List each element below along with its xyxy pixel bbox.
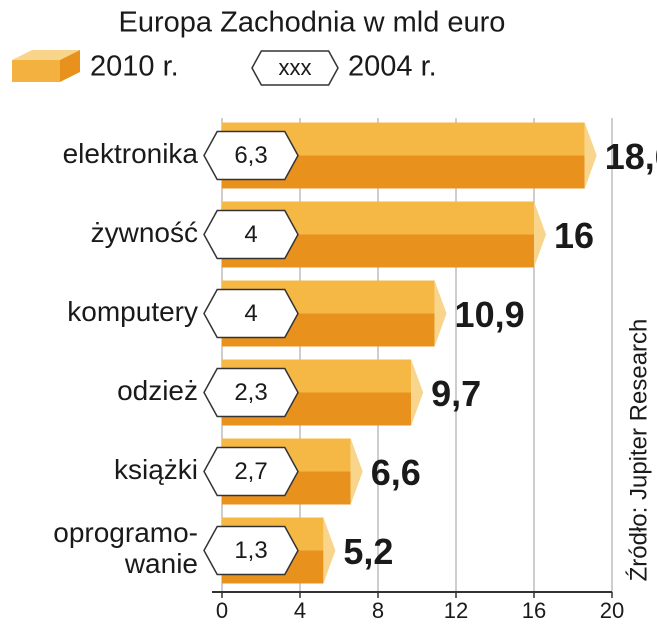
- bar-group: komputery 10,9 4: [67, 280, 525, 347]
- legend-marker: [251, 50, 339, 86]
- bar-group: żywność 16 4: [91, 201, 594, 268]
- bar-tip: [323, 517, 336, 584]
- value-label-2004: 2,3: [234, 379, 267, 406]
- y-tick-label: komputery: [67, 296, 198, 327]
- chart-title: Europa Zachodnia w mld euro: [119, 7, 506, 39]
- value-label-2004: 6,3: [234, 142, 267, 169]
- label-box: [203, 446, 299, 497]
- value-label: 5,2: [343, 531, 393, 572]
- legend-swatch-side: [60, 50, 80, 82]
- value-label: 9,7: [431, 373, 481, 414]
- x-tick-label: 4: [294, 598, 306, 623]
- legend-label: 2010 r.: [90, 51, 179, 83]
- legend-swatch-top: [12, 50, 80, 60]
- value-label-2004: 1,3: [234, 537, 267, 564]
- legend: 2010 r. xxx 2004 r.: [12, 50, 437, 86]
- value-label: 18,6: [605, 136, 657, 177]
- y-tick-label: odzież: [117, 375, 198, 406]
- bar-tip: [434, 280, 447, 347]
- bar-tip: [350, 438, 363, 505]
- label-box: [203, 288, 299, 339]
- label-box: [203, 209, 299, 260]
- bar-tip: [534, 201, 546, 268]
- x-tick-label: 0: [216, 598, 228, 623]
- value-label-2004: 4: [244, 221, 257, 248]
- label-box: [203, 525, 299, 576]
- bar-group: elektronika 18,6 6,3: [63, 122, 657, 189]
- value-label-2004: 2,7: [234, 458, 267, 485]
- legend-marker-label: xxx: [279, 55, 312, 80]
- label-box: [203, 367, 299, 418]
- bar-group: oprogramo-wanie 5,2 1,3: [53, 517, 393, 584]
- y-tick-label: książki: [114, 454, 198, 485]
- y-tick-label: oprogramo-wanie: [53, 517, 198, 579]
- value-label-2004: 4: [244, 300, 257, 327]
- bar-tip: [584, 122, 597, 189]
- bar-tip: [411, 359, 424, 426]
- bar-group: książki 6,6 2,7: [114, 438, 421, 505]
- y-tick-label: żywność: [91, 217, 198, 248]
- value-label: 6,6: [371, 452, 421, 493]
- y-tick-label: elektronika: [63, 138, 199, 169]
- value-label: 10,9: [455, 294, 525, 335]
- legend-swatch: [12, 60, 60, 82]
- legend-label: 2004 r.: [348, 51, 437, 83]
- x-tick-label: 12: [444, 598, 468, 623]
- x-tick-label: 20: [600, 598, 624, 623]
- x-tick-label: 16: [522, 598, 546, 623]
- value-label: 16: [554, 215, 594, 256]
- source: Źródło: Jupiter Research: [625, 319, 652, 582]
- x-tick-label: 8: [372, 598, 384, 623]
- bar-group: odzież 9,7 2,3: [117, 359, 481, 426]
- label-box: [203, 130, 299, 181]
